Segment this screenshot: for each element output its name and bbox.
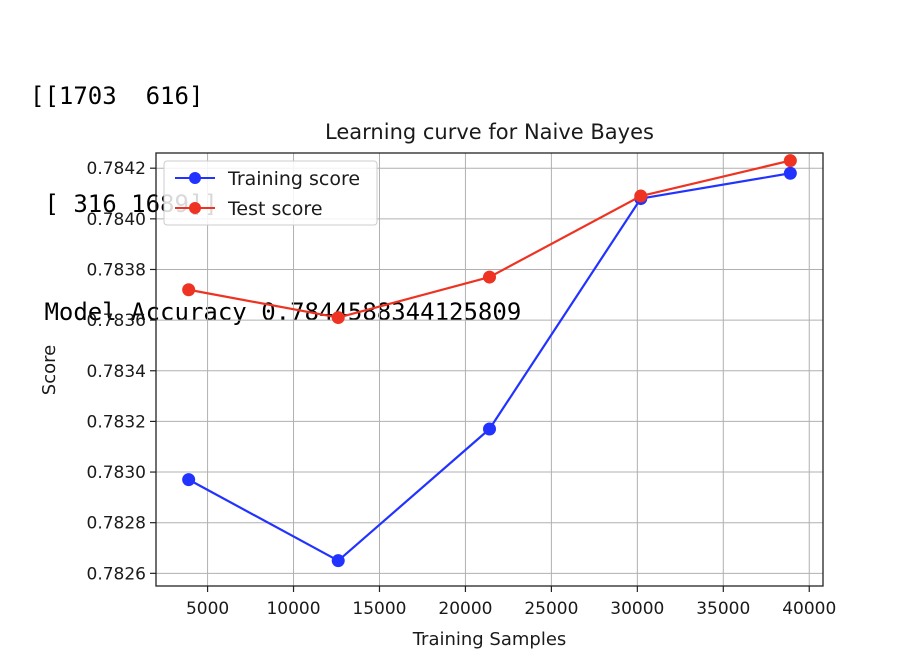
y-tick-label: 0.7826 [87,564,146,584]
data-point-training [182,473,196,487]
data-point-test [634,189,648,203]
series-line-training [188,172,791,562]
axis-ticks: 5000 10000 15000 20000 25000 30000 35000 40000 0… [87,159,837,619]
y-tick-label: 0.7834 [87,362,146,382]
x-tick-label: 25000 [524,599,578,619]
y-tick-label: 0.7830 [87,463,146,483]
x-axis-label: Training Samples [412,629,567,650]
x-tick-label: 35000 [696,599,750,619]
y-tick-label: 0.7828 [87,514,146,534]
series [182,154,797,568]
legend-label-training: Training score [227,168,360,190]
data-point-test [182,283,196,297]
legend-marker-test [189,202,201,214]
confusion-matrix-row-1: [[1703 616] [30,82,204,110]
x-tick-label: 20000 [438,599,492,619]
y-tick-label: 0.7832 [87,412,146,432]
x-tick-label: 10000 [266,599,320,619]
y-tick-label: 0.7840 [87,210,146,230]
data-point-test [331,311,345,325]
data-point-test [483,270,496,284]
data-point-test [783,154,797,168]
x-tick-label: 5000 [186,599,229,619]
y-tick-label: 0.7838 [87,260,146,280]
legend-label-test: Test score [227,198,323,220]
chart-title: Learning curve for Naive Bayes [325,120,654,144]
y-tick-label: 0.7836 [87,311,146,331]
data-point-training [483,422,496,436]
plot-frame [155,152,824,587]
x-tick-label: 30000 [610,599,664,619]
x-tick-label: 40000 [782,599,836,619]
legend: Training score Test score [163,160,378,226]
data-point-training [783,166,797,180]
legend-box [163,160,378,226]
legend-marker-training [189,172,201,184]
x-tick-label: 15000 [352,599,406,619]
y-axis-label: Score [39,345,60,395]
y-tick-label: 0.7842 [87,159,146,179]
data-point-training [331,554,345,568]
